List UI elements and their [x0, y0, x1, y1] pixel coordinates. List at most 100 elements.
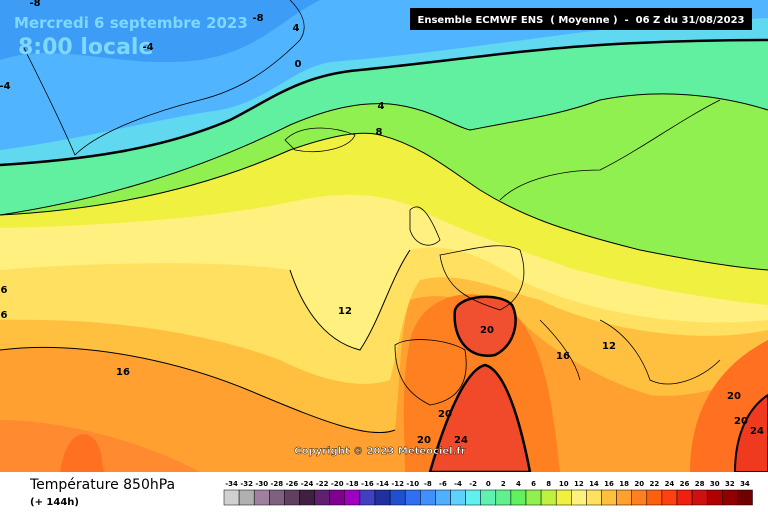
- scale-box: [269, 489, 285, 506]
- scale-box: [495, 489, 512, 506]
- scale-label: 24: [665, 480, 675, 488]
- scale-box: [329, 489, 346, 506]
- scale-label: 32: [725, 480, 735, 488]
- contour-label: 20: [438, 409, 452, 420]
- scale-box: [420, 489, 436, 506]
- scale-box: [238, 489, 255, 506]
- contour-label: 20: [480, 325, 494, 336]
- map-background: [0, 0, 768, 474]
- scale-label: 8: [546, 480, 551, 488]
- scale-label: -2: [469, 480, 477, 488]
- contour-label: -4: [142, 42, 153, 53]
- scale-label: -24: [301, 480, 314, 488]
- scale-label: -32: [240, 480, 253, 488]
- scale-box: [737, 489, 753, 506]
- scale-label: -26: [286, 480, 299, 488]
- scale-box: [616, 489, 632, 506]
- scale-label: 18: [619, 480, 629, 488]
- scale-box: [722, 489, 738, 506]
- scale-label: -20: [331, 480, 344, 488]
- contour-label: 20: [417, 435, 431, 446]
- scale-box: [450, 489, 466, 506]
- scale-box: [480, 489, 497, 506]
- contour-label: 6: [1, 310, 8, 321]
- scale-box: [510, 489, 527, 506]
- scale-label: -34: [225, 480, 238, 488]
- contour-label: 4: [293, 23, 300, 34]
- contour-label: 20: [734, 416, 748, 427]
- scale-box: [525, 489, 542, 506]
- scale-label: -16: [361, 480, 374, 488]
- scale-label: 2: [501, 480, 506, 488]
- scale-label: 4: [516, 480, 521, 488]
- scale-box: [661, 489, 678, 506]
- contour-label: 24: [454, 435, 468, 446]
- scale-label: -4: [454, 480, 462, 488]
- scale-box: [586, 489, 602, 506]
- scale-label: 34: [740, 480, 750, 488]
- scale-box: [314, 489, 330, 506]
- scale-label: 6: [531, 480, 536, 488]
- scale-box: [691, 489, 708, 506]
- scale-label: 30: [710, 480, 720, 488]
- scale-label: 20: [634, 480, 644, 488]
- scale-label: 22: [649, 480, 659, 488]
- time: 8:00 locale: [18, 35, 153, 60]
- scale-box: [631, 489, 648, 506]
- copyright: Copyright © 2023 Meteociel.fr: [294, 446, 465, 457]
- contour-label: 0: [295, 59, 302, 70]
- scale-label: -12: [391, 480, 404, 488]
- scale-label: 16: [604, 480, 614, 488]
- scale-box: [374, 489, 391, 506]
- contour-label: 4: [378, 101, 385, 112]
- scale-label: 26: [680, 480, 690, 488]
- scale-box: [284, 489, 300, 506]
- footer-title: Température 850hPa: [29, 477, 175, 493]
- model-banner: [410, 8, 752, 30]
- scale-label: -6: [439, 480, 447, 488]
- color-scale: -34 -32 -30 -28 -26 -24 -22 -20 -18 -16 -14 -12 -10-…: [223, 480, 753, 506]
- scale-box: [299, 489, 315, 506]
- scale-label: -30: [255, 480, 268, 488]
- scale-box: [540, 489, 557, 506]
- contour-label: 16: [556, 351, 570, 362]
- coastlines: [19, 0, 721, 406]
- scale-label: 28: [695, 480, 705, 488]
- scale-box: [223, 489, 240, 506]
- scale-label: 12: [574, 480, 584, 488]
- scale-box: [435, 489, 451, 506]
- scale-box: [389, 489, 406, 506]
- contour-label: 8: [376, 127, 383, 138]
- scale-label: -10: [406, 480, 419, 488]
- scale-box: [359, 489, 376, 506]
- scale-label: -14: [376, 480, 389, 488]
- contour-label: 24: [750, 426, 764, 437]
- contour-label: 12: [602, 341, 616, 352]
- scale-label: 14: [589, 480, 599, 488]
- scale-label: -22: [316, 480, 329, 488]
- scale-box: [646, 489, 663, 506]
- contour-label: -8: [29, 0, 40, 9]
- contour-lines: [0, 38, 768, 434]
- scale-label: -28: [271, 480, 284, 488]
- contour-label: 16: [116, 367, 130, 378]
- date: Mercredi 6 septembre 2023: [14, 14, 248, 32]
- scale-label: 10: [559, 480, 569, 488]
- scale-label: 0: [486, 480, 491, 488]
- lead-time: (+ 144h): [30, 497, 79, 508]
- scale-box: [404, 489, 421, 506]
- contour-label: -4: [0, 81, 11, 92]
- scale-label: -8: [424, 480, 432, 488]
- scale-box: [253, 489, 270, 506]
- scale-box: [344, 489, 361, 506]
- scale-label: -18: [346, 480, 359, 488]
- scale-box: [706, 489, 723, 506]
- scale-box: [676, 489, 693, 506]
- contour-label: -8: [252, 13, 263, 24]
- scale-box: [465, 489, 481, 506]
- contour-label: 12: [338, 306, 352, 317]
- model-info: Ensemble ECMWF ENS ( Moyenne ) - 06 Z du…: [418, 15, 745, 26]
